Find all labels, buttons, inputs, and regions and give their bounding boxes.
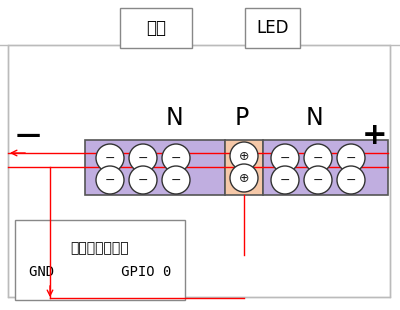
Bar — [15, 220, 185, 300]
Text: —: — — [16, 123, 40, 147]
Text: ⊕: ⊕ — [239, 149, 249, 162]
Text: −: − — [171, 152, 181, 165]
Text: GND        GPIO 0: GND GPIO 0 — [29, 265, 171, 279]
Text: −: − — [138, 152, 148, 165]
Circle shape — [162, 144, 190, 172]
Text: +: + — [362, 121, 388, 149]
Circle shape — [162, 166, 190, 194]
Circle shape — [129, 166, 157, 194]
Circle shape — [271, 166, 299, 194]
Bar — [263, 140, 388, 195]
Circle shape — [271, 144, 299, 172]
Circle shape — [96, 144, 124, 172]
Text: N: N — [306, 106, 324, 130]
Circle shape — [230, 142, 258, 170]
Text: LED: LED — [256, 19, 289, 37]
Text: N: N — [166, 106, 184, 130]
Circle shape — [304, 144, 332, 172]
Circle shape — [304, 166, 332, 194]
Circle shape — [337, 166, 365, 194]
Circle shape — [96, 166, 124, 194]
Bar — [85, 140, 225, 195]
Text: ⊕: ⊕ — [239, 171, 249, 184]
Bar — [225, 140, 263, 195]
Text: −: − — [171, 174, 181, 187]
Text: マイクロビット: マイクロビット — [71, 241, 129, 255]
Text: −: − — [346, 174, 356, 187]
Circle shape — [230, 164, 258, 192]
Bar — [120, 8, 192, 48]
Text: P: P — [235, 106, 249, 130]
Text: −: − — [280, 152, 290, 165]
Text: −: − — [280, 174, 290, 187]
Text: −: − — [138, 174, 148, 187]
Text: 電池: 電池 — [146, 19, 166, 37]
Text: −: − — [105, 152, 115, 165]
Circle shape — [129, 144, 157, 172]
Text: −: − — [105, 174, 115, 187]
Text: −: − — [346, 152, 356, 165]
Text: −: − — [313, 152, 323, 165]
Text: −: − — [313, 174, 323, 187]
Bar — [8, 45, 390, 297]
Bar — [245, 8, 300, 48]
Circle shape — [337, 144, 365, 172]
